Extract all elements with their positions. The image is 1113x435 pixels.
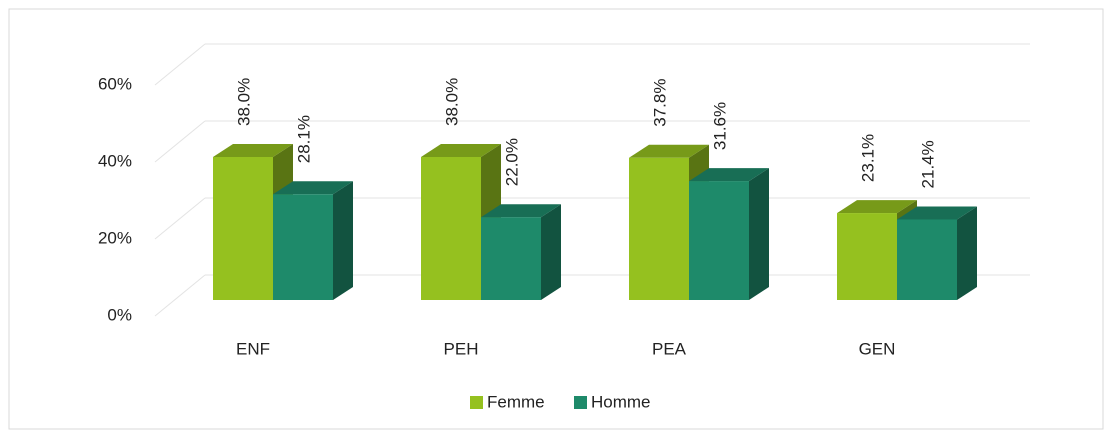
grid-line xyxy=(154,197,206,240)
y-tick-label: 40% xyxy=(98,151,132,170)
bar-side xyxy=(333,181,353,300)
data-label: 22.0% xyxy=(502,138,521,186)
x-tick-label: ENF xyxy=(236,339,270,358)
bar-front xyxy=(837,213,897,300)
data-label: 21.4% xyxy=(918,140,937,188)
bar xyxy=(689,168,769,300)
bar-top xyxy=(629,144,709,158)
data-label: 38.0% xyxy=(442,78,461,126)
bar-top xyxy=(273,181,353,195)
bar-top xyxy=(689,168,769,182)
grid-line xyxy=(154,43,206,86)
legend-label: Femme xyxy=(487,392,545,411)
legend-swatch xyxy=(574,396,587,409)
legend-swatch xyxy=(470,396,483,409)
grid-line xyxy=(154,274,206,317)
bar-front xyxy=(273,194,333,300)
bar-front xyxy=(689,181,749,300)
bar-front xyxy=(213,157,273,300)
bar-top xyxy=(421,144,501,157)
bar-top xyxy=(837,200,917,214)
y-tick-label: 60% xyxy=(98,74,132,93)
bar-top xyxy=(481,204,561,218)
bar-front xyxy=(897,219,957,300)
bar-front xyxy=(421,157,481,300)
data-label: 31.6% xyxy=(710,102,729,150)
bar-side xyxy=(541,204,561,300)
data-label: 28.1% xyxy=(294,115,313,163)
data-label: 38.0% xyxy=(234,78,253,126)
x-tick-label: GEN xyxy=(859,339,896,358)
data-label: 23.1% xyxy=(858,134,877,182)
y-tick-label: 0% xyxy=(107,305,132,324)
legend-label: Homme xyxy=(591,392,651,411)
x-tick-label: PEA xyxy=(652,339,687,358)
grid-line xyxy=(154,120,206,163)
bar-top xyxy=(897,206,977,220)
bar xyxy=(481,204,561,300)
x-tick-label: PEH xyxy=(444,339,479,358)
bar-top xyxy=(213,144,293,157)
bar-front xyxy=(629,157,689,300)
bar xyxy=(273,181,353,300)
data-label: 37.8% xyxy=(650,79,669,127)
bar-front xyxy=(481,217,541,300)
bar-side xyxy=(749,168,769,300)
y-tick-label: 20% xyxy=(98,228,132,247)
bar-side xyxy=(957,206,977,300)
bar xyxy=(897,206,977,300)
